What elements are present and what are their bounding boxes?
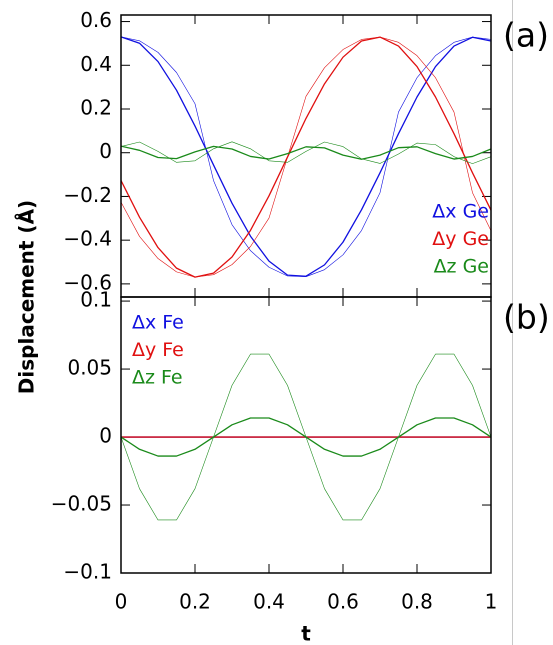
series-line [120,36,492,278]
legend-label: Δy Ge [432,228,489,250]
x-axis-label: t [301,622,311,645]
y-tick-label: 0.2 [80,96,112,120]
y-tick-label: 0.4 [80,52,112,76]
y-tick-label: 0 [99,424,112,448]
series-line [120,141,492,164]
y-tick-label: 0.05 [67,356,112,380]
y-tick-label: −0.1 [63,560,112,584]
y-tick-label: −0.05 [51,492,112,516]
series-line [120,36,492,278]
series-line [120,353,492,521]
legend-label: Δz Ge [434,256,489,278]
legend-label: Δx Ge [432,201,489,223]
series-line [120,36,492,277]
y-tick-label: 0 [99,139,112,163]
y-tick-label: −0.2 [63,183,112,207]
y-tick-label: −0.4 [63,227,112,251]
series-line [120,36,492,277]
x-tick-label: 0.6 [327,590,359,614]
panel-label: (b) [503,298,550,337]
plot-frame [120,296,492,574]
y-axis-label: Displacement (Å) [15,200,39,394]
panel-label: (a) [503,16,549,55]
x-tick-label: 0.2 [179,590,211,614]
x-tick-label: 1 [485,590,498,614]
series-line [120,145,492,160]
x-tick-label: 0.4 [253,590,285,614]
legend-label: Δx Fe [132,312,184,334]
y-tick-label: 0.6 [80,8,112,32]
x-tick-label: 0.8 [401,590,433,614]
y-tick-label: 0.1 [80,288,112,312]
y-tick-label: −0.6 [63,270,112,294]
x-tick-label: 0 [115,590,128,614]
legend-label: Δz Fe [132,367,183,389]
legend-label: Δy Fe [132,339,184,361]
